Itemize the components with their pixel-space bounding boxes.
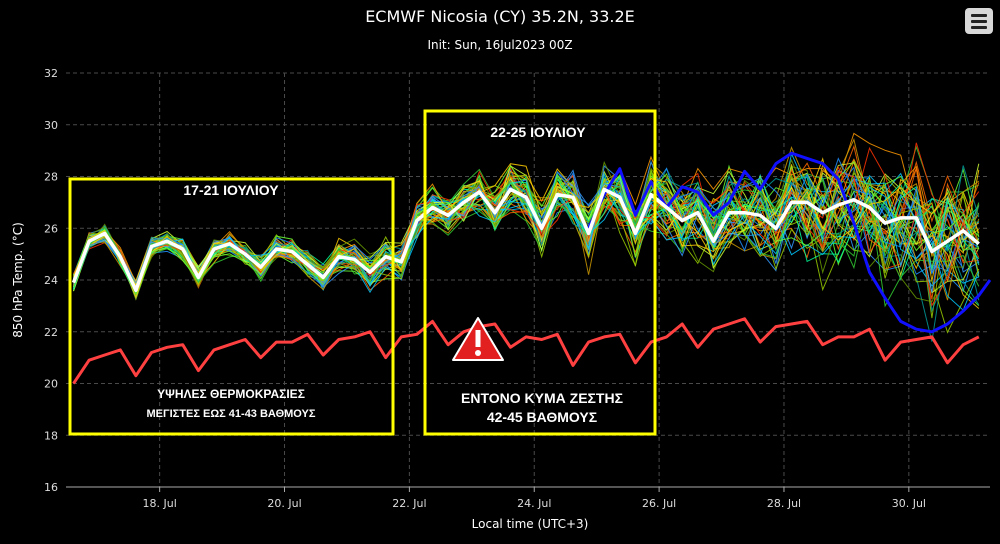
y-tick-label: 30 <box>44 119 58 132</box>
annotation-layer: 17-21 ΙΟΥΛΙΟΥ ΥΨΗΛΕΣ ΘΕΡΜΟΚΡΑΣΙΕΣ ΜΕΓΙΣΤ… <box>68 109 657 436</box>
y-tick-label: 24 <box>44 274 58 287</box>
x-tick-label: 20. Jul <box>267 497 301 510</box>
box2-line2: 42-45 ΒΑΘΜΟΥΣ <box>487 409 597 425</box>
ensemble-member-line <box>73 157 980 291</box>
y-tick-label: 32 <box>44 67 58 80</box>
ensemble-member-line <box>73 163 980 287</box>
box2-line1: ΕΝΤΟΝΟ ΚΥΜΑ ΖΕΣΤΗΣ <box>461 390 623 406</box>
highlight-box-22-25 <box>423 109 657 436</box>
x-axis-label: Local time (UTC+3) <box>472 517 589 531</box>
grid-layer <box>66 72 990 488</box>
climatology-line <box>72 317 980 385</box>
highlight-box-17-21 <box>68 177 395 436</box>
box1-heading: 17-21 ΙΟΥΛΙΟΥ <box>183 182 279 198</box>
ensemble-member-line <box>73 178 979 291</box>
x-tick-label: 22. Jul <box>392 497 426 510</box>
ensemble-member-line <box>73 160 980 295</box>
y-tick-label: 22 <box>44 326 58 339</box>
warning-triangle-icon <box>452 317 504 361</box>
box2-heading: 22-25 ΙΟΥΛΙΟΥ <box>490 124 586 140</box>
ensemble-member-line <box>73 165 980 292</box>
x-tick-label: 26. Jul <box>642 497 676 510</box>
y-tick-label: 26 <box>44 222 58 235</box>
ensemble-member-line <box>73 186 980 312</box>
hamburger-menu-icon[interactable] <box>965 8 993 34</box>
y-tick-label: 28 <box>44 171 58 184</box>
x-tick-label: 18. Jul <box>143 497 177 510</box>
x-tick-label: 24. Jul <box>517 497 551 510</box>
y-tick-label: 16 <box>44 481 58 494</box>
y-axis-label: 850 hPa Temp. (°C) <box>11 222 25 338</box>
y-tick-label: 20 <box>44 378 58 391</box>
box1-line1: ΥΨΗΛΕΣ ΘΕΡΜΟΚΡΑΣΙΕΣ <box>157 387 305 401</box>
box1-line2: ΜΕΓΙΣΤΕΣ ΕΩΣ 41-43 ΒΑΘΜΟΥΣ <box>147 408 316 420</box>
x-tick-label: 30. Jul <box>892 497 926 510</box>
ensemble-member-line <box>73 170 980 301</box>
ensemble-mean-line <box>71 187 980 293</box>
chart-title: ECMWF Nicosia (CY) 35.2N, 33.2E <box>365 7 635 26</box>
chart-subtitle: Init: Sun, 16Jul2023 00Z <box>427 38 573 52</box>
y-tick-label: 18 <box>44 429 58 442</box>
ensemble-layer <box>73 132 980 342</box>
x-tick-label: 28. Jul <box>767 497 801 510</box>
axis-layer: 16 18 20 22 24 26 28 30 32 18. Jul 20. Jul 22. Jul 2… <box>44 67 990 510</box>
